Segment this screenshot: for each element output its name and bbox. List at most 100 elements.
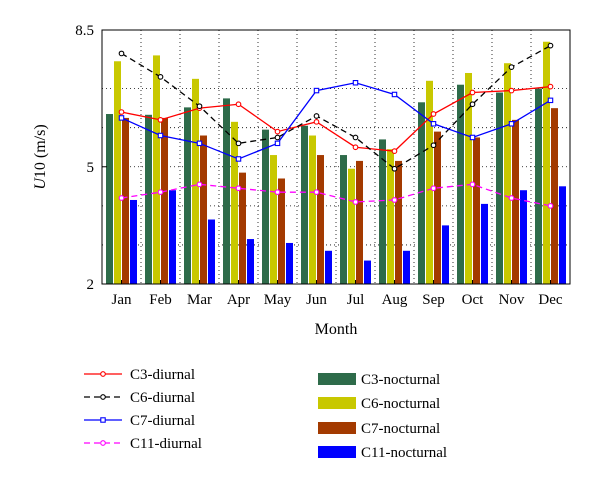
- y-tick-label: 2: [87, 277, 95, 293]
- bar-c11-nocturnal-jan: [130, 199, 137, 284]
- point-c6-diurnal-mar: [196, 103, 203, 110]
- legend-item-c7-nocturnal: C7-nocturnal: [318, 421, 440, 437]
- bar-c7-nocturnal-jul: [356, 160, 363, 284]
- legend-swatch-c11-nocturnal: [318, 446, 356, 458]
- point-c3-diurnal-jan: [118, 109, 125, 115]
- legend-marker-c11-diurnal: [100, 440, 106, 446]
- legend-label-c3-nocturnal: C3-nocturnal: [361, 372, 440, 388]
- point-c11-diurnal-nov: [508, 195, 515, 201]
- legend-label-c7-diurnal: C7-diurnal: [130, 413, 195, 429]
- bar-c11-nocturnal-mar: [208, 219, 215, 284]
- bar-c3-nocturnal-apr: [223, 98, 230, 284]
- point-c7-diurnal-jan: [118, 115, 125, 121]
- x-tick-label-sep: Sep: [422, 292, 445, 308]
- y-axis-title: U10 (m/s): [32, 124, 49, 189]
- point-c6-diurnal-may: [274, 134, 281, 141]
- bar-c7-nocturnal-jun: [317, 155, 324, 284]
- y-axis-title-italic: U: [32, 177, 49, 190]
- x-tick-label-dec: Dec: [538, 292, 562, 308]
- y-axis-ticks: 258.5: [75, 23, 107, 293]
- bar-c6-nocturnal-apr: [231, 121, 238, 284]
- x-tick-label-oct: Oct: [462, 292, 484, 308]
- legend: C3-diurnal C6-diurnal C7-diurnal C11-diurna…: [84, 367, 447, 461]
- bar-c11-nocturnal-jun: [325, 250, 332, 284]
- bar-c7-nocturnal-feb: [161, 117, 168, 284]
- bar-c11-nocturnal-jul: [364, 260, 371, 284]
- point-c11-diurnal-jan: [118, 195, 125, 201]
- point-c11-diurnal-mar: [196, 181, 203, 188]
- x-tick-label-jun: Jun: [306, 292, 327, 308]
- point-c6-diurnal-jun: [313, 113, 320, 119]
- legend-item-c6-nocturnal: C6-nocturnal: [318, 396, 440, 412]
- point-c7-diurnal-jun: [313, 87, 320, 94]
- bar-c7-nocturnal-aug: [395, 160, 402, 284]
- bar-series-c6-nocturnal: [114, 41, 550, 285]
- legend-label-c3-diurnal: C3-diurnal: [130, 367, 195, 383]
- x-tick-label-feb: Feb: [149, 292, 172, 308]
- point-c7-diurnal-aug: [391, 91, 398, 98]
- point-c6-diurnal-aug: [391, 165, 398, 172]
- point-c11-diurnal-may: [274, 189, 281, 196]
- legend-label-c11-nocturnal: C11-nocturnal: [361, 445, 447, 461]
- point-c6-diurnal-oct: [469, 101, 476, 108]
- y-axis-title-rest: 10 (m/s): [32, 124, 49, 178]
- bar-c3-nocturnal-feb: [145, 114, 152, 284]
- point-c11-diurnal-apr: [235, 185, 242, 192]
- legend-item-c11-nocturnal: C11-nocturnal: [318, 445, 447, 461]
- point-c7-diurnal-mar: [196, 140, 203, 147]
- line-c3-diurnal: [121, 86, 551, 152]
- x-tick-label-jul: Jul: [347, 292, 365, 308]
- bar-c11-nocturnal-feb: [169, 190, 176, 284]
- point-c11-diurnal-aug: [391, 197, 398, 203]
- bar-c7-nocturnal-jan: [122, 117, 129, 284]
- point-c11-diurnal-jul: [352, 199, 359, 205]
- bar-c3-nocturnal-jun: [301, 125, 308, 284]
- point-c7-diurnal-jul: [352, 80, 359, 86]
- bar-series-c3-nocturnal: [106, 84, 542, 285]
- bar-c3-nocturnal-aug: [379, 139, 386, 284]
- legend-item-c3-nocturnal: C3-nocturnal: [318, 372, 440, 388]
- line-series-c7-diurnal: [118, 80, 554, 162]
- bar-c6-nocturnal-may: [270, 155, 277, 284]
- legend-label-c7-nocturnal: C7-nocturnal: [361, 421, 440, 437]
- legend-item-c11-diurnal: C11-diurnal: [84, 436, 202, 452]
- legend-label-c11-diurnal: C11-diurnal: [130, 436, 202, 452]
- bar-c6-nocturnal-oct: [465, 72, 472, 284]
- point-c6-diurnal-jul: [352, 134, 359, 141]
- legend-swatch-c3-nocturnal: [318, 373, 356, 385]
- point-c7-diurnal-dec: [547, 97, 554, 104]
- point-c7-diurnal-feb: [157, 132, 164, 139]
- bar-c7-nocturnal-mar: [200, 135, 207, 284]
- legend-item-c6-diurnal: C6-diurnal: [84, 390, 195, 406]
- point-c3-diurnal-sep: [430, 111, 437, 117]
- point-c6-diurnal-feb: [157, 74, 164, 80]
- point-c3-diurnal-jun: [313, 118, 320, 125]
- bar-c3-nocturnal-mar: [184, 107, 191, 284]
- bar-c3-nocturnal-dec: [535, 88, 542, 284]
- line-c6-diurnal: [121, 45, 551, 170]
- point-c11-diurnal-feb: [157, 189, 164, 196]
- point-c7-diurnal-may: [274, 140, 281, 147]
- x-tick-label-nov: Nov: [499, 292, 525, 308]
- bar-c3-nocturnal-nov: [496, 92, 503, 285]
- bar-c6-nocturnal-mar: [192, 78, 199, 284]
- bar-c11-nocturnal-sep: [442, 225, 449, 284]
- bar-c11-nocturnal-nov: [520, 190, 527, 284]
- legend-item-c3-diurnal: C3-diurnal: [84, 367, 195, 383]
- bar-c11-nocturnal-may: [286, 242, 293, 284]
- bar-c11-nocturnal-aug: [403, 250, 410, 284]
- bar-c7-nocturnal-apr: [239, 172, 246, 284]
- line-c7-diurnal: [121, 82, 551, 160]
- legend-swatch-c6-nocturnal: [318, 397, 356, 409]
- point-c11-diurnal-sep: [430, 185, 437, 192]
- x-tick-label-apr: Apr: [227, 292, 250, 308]
- x-tick-label-aug: Aug: [382, 292, 408, 308]
- point-c3-diurnal-apr: [235, 101, 242, 108]
- point-c6-diurnal-jan: [118, 50, 125, 57]
- legend-label-c6-nocturnal: C6-nocturnal: [361, 396, 440, 412]
- bar-c11-nocturnal-apr: [247, 239, 254, 284]
- legend-item-c7-diurnal: C7-diurnal: [84, 413, 195, 429]
- bar-c6-nocturnal-dec: [543, 41, 550, 284]
- point-c6-diurnal-dec: [547, 42, 554, 49]
